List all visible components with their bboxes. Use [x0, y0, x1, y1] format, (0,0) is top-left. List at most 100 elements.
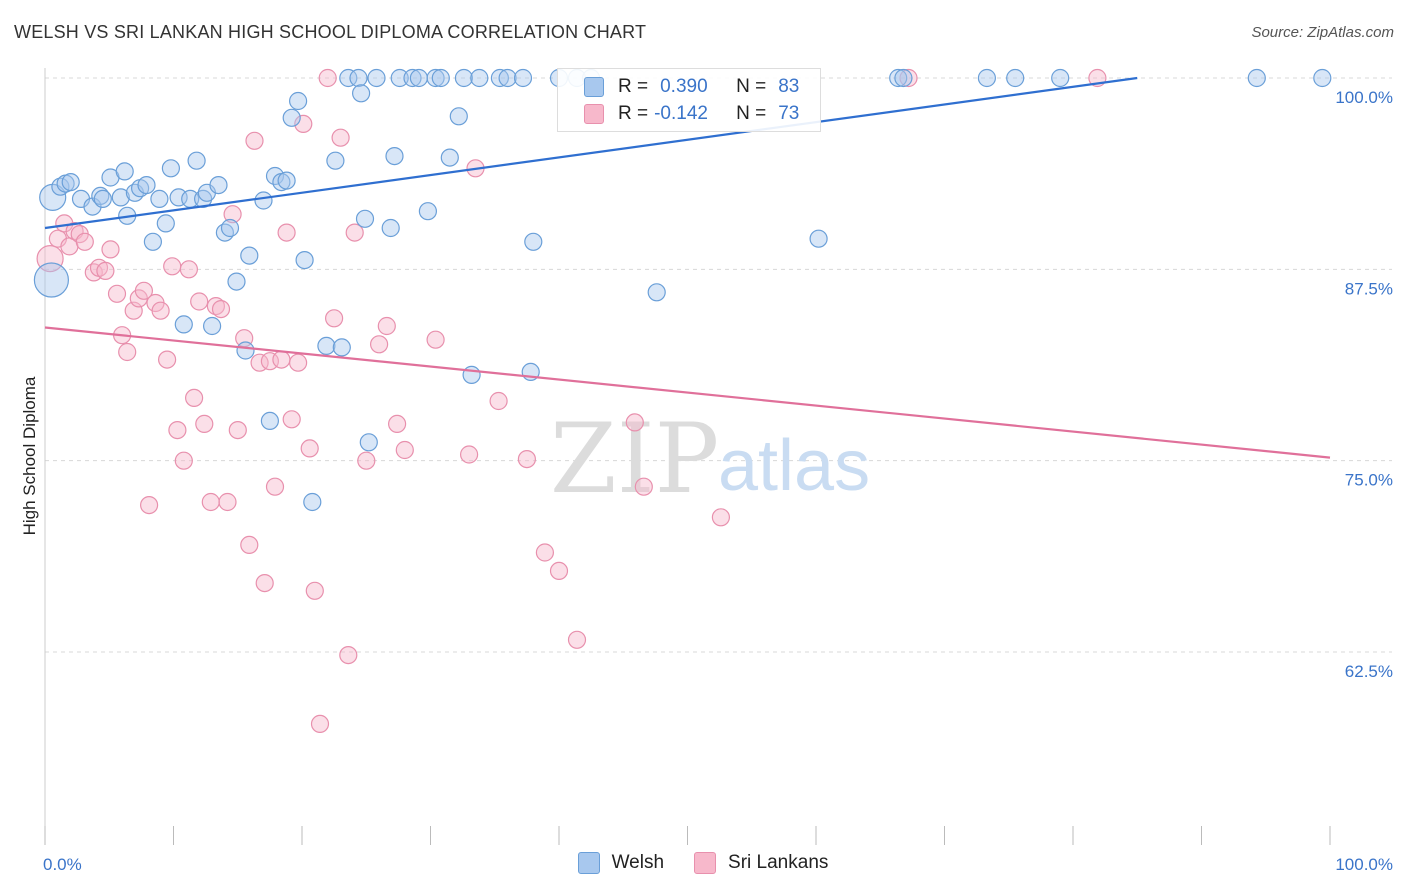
srilankan-point — [294, 114, 313, 134]
welsh-point — [1006, 68, 1025, 88]
welsh-point — [431, 68, 450, 88]
x-tick-label: 0.0% — [43, 855, 82, 874]
welsh-point — [289, 91, 308, 111]
srilankan-r-value: -0.142 — [654, 103, 708, 124]
welsh-point — [390, 68, 409, 88]
welsh-point — [977, 68, 997, 88]
welsh-point — [367, 68, 386, 88]
welsh-point — [61, 173, 80, 192]
welsh-point — [240, 246, 259, 265]
welsh-point — [277, 171, 296, 190]
welsh-point — [332, 338, 351, 357]
srilankan-point — [899, 68, 918, 88]
welsh-point — [454, 68, 473, 88]
series-legend: Welsh Sri Lankans — [0, 852, 1406, 874]
srilankan-point — [75, 232, 94, 251]
legend-item-welsh[interactable]: Welsh — [577, 852, 665, 874]
welsh-point — [1051, 68, 1070, 88]
srilankan-point — [185, 388, 204, 407]
welsh-point — [295, 251, 314, 270]
welsh-point — [91, 186, 110, 205]
welsh-point — [498, 68, 517, 88]
welsh-n-label: N = — [736, 76, 767, 97]
welsh-trend-line — [44, 76, 1138, 230]
srilankan-point — [489, 391, 508, 411]
welsh-point — [352, 84, 371, 103]
welsh-swatch — [584, 77, 604, 97]
srilankan-point — [277, 223, 296, 242]
srilankan-point — [260, 352, 279, 371]
srilankan-point — [282, 410, 301, 429]
srilankan-point — [567, 630, 587, 649]
srilankan-point — [305, 581, 324, 600]
welsh-point — [889, 68, 908, 88]
srilankan-point — [711, 508, 731, 527]
srilankan-point — [140, 496, 159, 515]
welsh-point — [449, 107, 468, 126]
welsh-legend-swatch — [577, 852, 600, 874]
y-tick-label: 87.5% — [1345, 279, 1393, 298]
welsh-point — [524, 232, 543, 251]
srilankan-point — [325, 309, 344, 328]
welsh-point — [647, 283, 666, 302]
srilankan-point — [460, 445, 479, 464]
srilankan-point — [318, 68, 337, 88]
srilankan-point — [206, 297, 225, 316]
welsh-point — [209, 176, 228, 195]
srilankan-legend-label: Sri Lankans — [728, 852, 829, 873]
welsh-legend-label: Welsh — [611, 852, 665, 873]
y-tick-label: 62.5% — [1345, 662, 1393, 681]
y-axis-title: High School Diploma — [20, 376, 39, 535]
legend-row-srilankan: R = -0.142 N = 73 — [558, 100, 799, 128]
srilankan-point — [310, 714, 330, 734]
srilankan-point — [118, 342, 137, 362]
srilankan-swatch — [584, 104, 604, 124]
welsh-point — [349, 68, 368, 88]
srilankan-r-label: R = — [618, 103, 649, 124]
srilankan-point — [517, 450, 537, 469]
welsh-point — [236, 341, 255, 360]
srilankan-point — [195, 414, 214, 433]
srilankan-point — [158, 350, 177, 369]
srilankan-point — [289, 353, 308, 372]
srilankan-point — [549, 561, 569, 581]
srilankan-point — [134, 281, 153, 300]
srilankan-point — [211, 300, 231, 319]
srilankan-legend-swatch — [694, 852, 717, 874]
welsh-point — [894, 68, 913, 88]
welsh-point — [51, 177, 70, 196]
srilankan-point — [190, 292, 209, 311]
srilankan-n-value: 73 — [778, 103, 800, 124]
srilankan-points — [36, 68, 1107, 734]
welsh-point — [1313, 68, 1332, 88]
welsh-point — [470, 68, 489, 88]
welsh-point — [150, 189, 169, 208]
srilankan-point — [163, 257, 182, 276]
watermark-atlas: atlas — [718, 426, 870, 506]
correlation-legend: R = 0.390 N = 83 R = -0.142 N = 73 — [557, 68, 821, 132]
welsh-point — [403, 68, 422, 88]
axes — [44, 68, 1331, 845]
welsh-point — [1247, 68, 1266, 88]
welsh-point — [174, 315, 193, 334]
srilankan-point — [168, 421, 187, 440]
welsh-point — [156, 214, 175, 233]
welsh-point — [409, 68, 428, 88]
legend-item-srilankans[interactable]: Sri Lankans — [694, 852, 828, 874]
srilankan-point — [201, 492, 220, 512]
srilankan-point — [265, 477, 285, 496]
srilankan-point — [107, 284, 127, 303]
srilankan-point — [223, 205, 242, 224]
welsh-point — [187, 151, 206, 170]
welsh-point — [809, 229, 828, 248]
srilankan-point — [426, 330, 445, 349]
srilankan-point — [272, 350, 291, 369]
welsh-point — [220, 218, 240, 238]
welsh-point — [326, 151, 345, 170]
srilankan-point — [151, 301, 170, 320]
chart-title: WELSH VS SRI LANKAN HIGH SCHOOL DIPLOMA … — [14, 22, 647, 42]
welsh-point — [111, 188, 130, 207]
y-tick-label: 75.0% — [1345, 471, 1393, 490]
srilankan-point — [245, 131, 264, 150]
